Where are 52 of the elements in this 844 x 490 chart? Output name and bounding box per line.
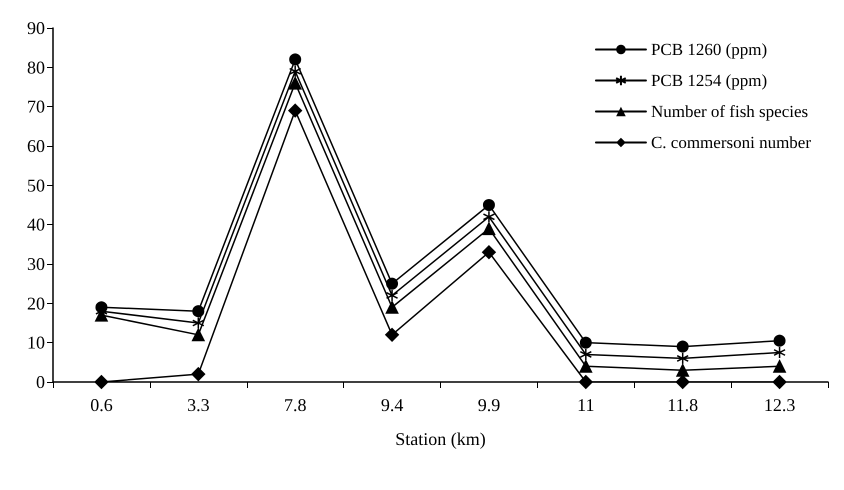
point (676, 375, 690, 389)
point (386, 289, 398, 302)
x-tick-label: 0.6 (90, 395, 113, 415)
point (676, 352, 689, 365)
point (288, 104, 302, 118)
y-tick-label: 0 (36, 372, 45, 392)
point (774, 334, 786, 347)
point (578, 375, 593, 389)
point (482, 245, 496, 260)
y-tick-label: 80 (27, 57, 45, 78)
x-tick-label: 9.9 (478, 395, 500, 415)
point (580, 336, 592, 349)
point (288, 65, 302, 78)
point (773, 360, 786, 373)
y-tick-label: 40 (27, 214, 45, 235)
y-tick-label: 20 (27, 293, 45, 314)
point (580, 348, 592, 361)
legend-label: Number of fish species (650, 102, 808, 121)
point (579, 360, 592, 373)
point (482, 199, 495, 211)
point (288, 76, 302, 90)
point (676, 340, 689, 353)
legend-label: PCB 1260 (ppm) (650, 40, 768, 59)
legend-label: C. commersoni number (650, 133, 812, 152)
legend-label: PCB 1254 (ppm) (650, 71, 768, 90)
y-tick-label: 30 (27, 254, 45, 274)
y-tick-label: 50 (27, 175, 45, 196)
point (386, 278, 398, 290)
point (773, 346, 786, 359)
x-tick-label: 7.8 (284, 395, 306, 415)
point (94, 375, 108, 389)
point (482, 222, 496, 236)
point (386, 300, 399, 314)
y-tick-label: 90 (27, 18, 45, 38)
y-tick-label: 70 (27, 96, 45, 117)
x-tick-label: 11.8 (667, 395, 698, 415)
x-tick-label: 11 (577, 395, 594, 415)
point (385, 328, 400, 342)
point (192, 328, 205, 342)
point (192, 316, 205, 330)
x-axis-title: Station (km) (395, 429, 486, 449)
point (192, 305, 204, 318)
y-tick-label: 60 (27, 136, 45, 156)
x-tick-label: 12.3 (764, 395, 796, 415)
point (191, 367, 206, 382)
x-tick-label: 9.4 (380, 395, 404, 415)
point (289, 53, 302, 66)
y-tick-label: 10 (27, 332, 45, 353)
point (676, 364, 690, 377)
point (772, 375, 787, 389)
x-tick-label: 3.3 (187, 395, 210, 415)
point (482, 210, 496, 224)
